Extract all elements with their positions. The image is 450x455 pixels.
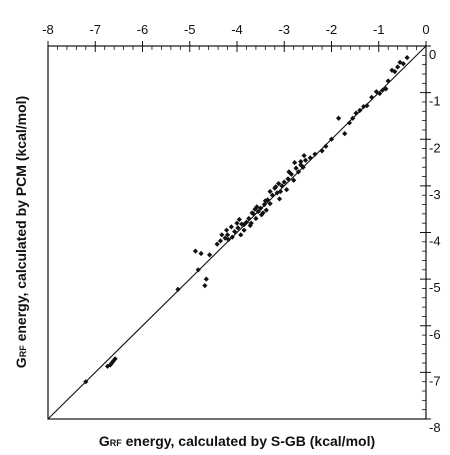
y-tick-label: -7 <box>429 373 441 388</box>
x-tick-label: -4 <box>231 22 243 37</box>
y-tick-label: 0 <box>429 47 436 62</box>
x-axis-title-rest: energy, calculated by S-GB (kcal/mol) <box>122 433 375 449</box>
y-axis-title-rest: energy, calculated by PCM (kcal/mol) <box>13 96 29 345</box>
x-tick-labels: -8 -7 -6 -5 -4 -3 -2 -1 0 <box>42 22 429 37</box>
x-axis-title: GRF energy, calculated by S-GB (kcal/mol… <box>99 433 375 449</box>
y-tick-label: -8 <box>429 420 441 435</box>
y-tick-label: -6 <box>429 327 441 342</box>
x-axis-title-sub: RF <box>110 438 122 448</box>
y-axis-title-main: G <box>13 357 29 368</box>
y-tick-label: -1 <box>429 94 441 109</box>
x-tick-label: -8 <box>42 22 54 37</box>
y-tick-label: -5 <box>429 280 441 295</box>
y-tick-label: -2 <box>429 140 441 155</box>
x-tick-label: -2 <box>326 22 338 37</box>
x-tick-label: -7 <box>89 22 101 37</box>
y-tick-label: -3 <box>429 187 441 202</box>
x-tick-label: -5 <box>184 22 196 37</box>
x-tick-label: -3 <box>278 22 290 37</box>
y-tick-label: -4 <box>429 234 441 249</box>
x-axis-title-main: G <box>99 433 110 449</box>
y-axis-title-sub: RF <box>18 345 28 357</box>
x-tick-label: -6 <box>137 22 149 37</box>
y-tick-labels: 0 -1 -2 -3 -4 -5 -6 -7 -8 <box>429 47 441 435</box>
x-tick-label: 0 <box>422 22 429 37</box>
y-axis-title: GRF energy, calculated by PCM (kcal/mol) <box>13 96 29 368</box>
x-tick-label: -1 <box>373 22 385 37</box>
